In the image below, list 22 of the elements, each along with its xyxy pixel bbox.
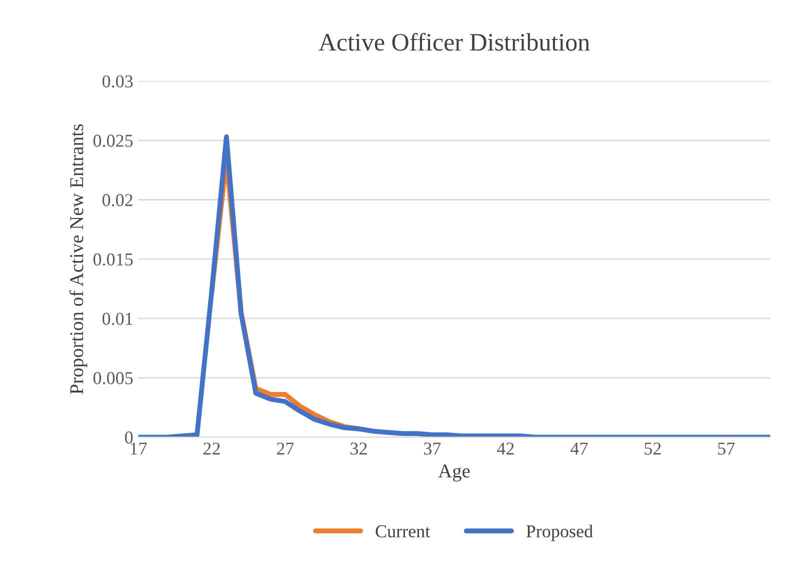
y-tick-label: 0.025: [93, 134, 133, 147]
y-tick-label: 0.03: [102, 75, 133, 88]
y-tick-label: 0.01: [102, 312, 132, 325]
chart-title: Active Officer Distribution: [318, 32, 590, 51]
legend-label: Current: [376, 525, 430, 538]
x-tick-label: 27: [276, 442, 294, 455]
y-tick-label: 0.02: [102, 194, 132, 206]
x-tick-label: 47: [570, 442, 588, 455]
x-tick-label: 22: [204, 442, 220, 455]
x-tick-label: 17: [130, 442, 147, 455]
x-axis-title: Age: [438, 464, 470, 482]
y-tick-label: 0.015: [93, 253, 133, 266]
y-axis-title: Proportion of Active New Entrants: [69, 124, 88, 394]
x-tick-label: 37: [424, 442, 441, 455]
legend-label: Proposed: [526, 524, 593, 542]
y-tick-label: 0.005: [93, 372, 133, 384]
x-tick-label: 42: [497, 442, 514, 455]
line-series: [138, 134, 770, 438]
x-tick-label: 52: [644, 442, 661, 455]
x-tick-label: 32: [350, 442, 367, 455]
x-tick-label: 57: [718, 442, 735, 455]
y-tick-label: 0: [125, 431, 133, 444]
